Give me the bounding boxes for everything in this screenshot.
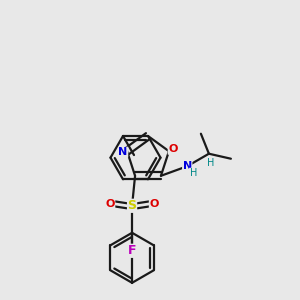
Text: N: N [118,147,128,157]
Text: H: H [190,168,197,178]
Text: O: O [168,144,178,154]
Text: O: O [149,199,159,209]
Text: S: S [128,199,136,212]
Text: N: N [183,161,192,171]
Text: H: H [207,158,214,168]
Text: F: F [128,244,136,257]
Text: O: O [105,199,115,209]
